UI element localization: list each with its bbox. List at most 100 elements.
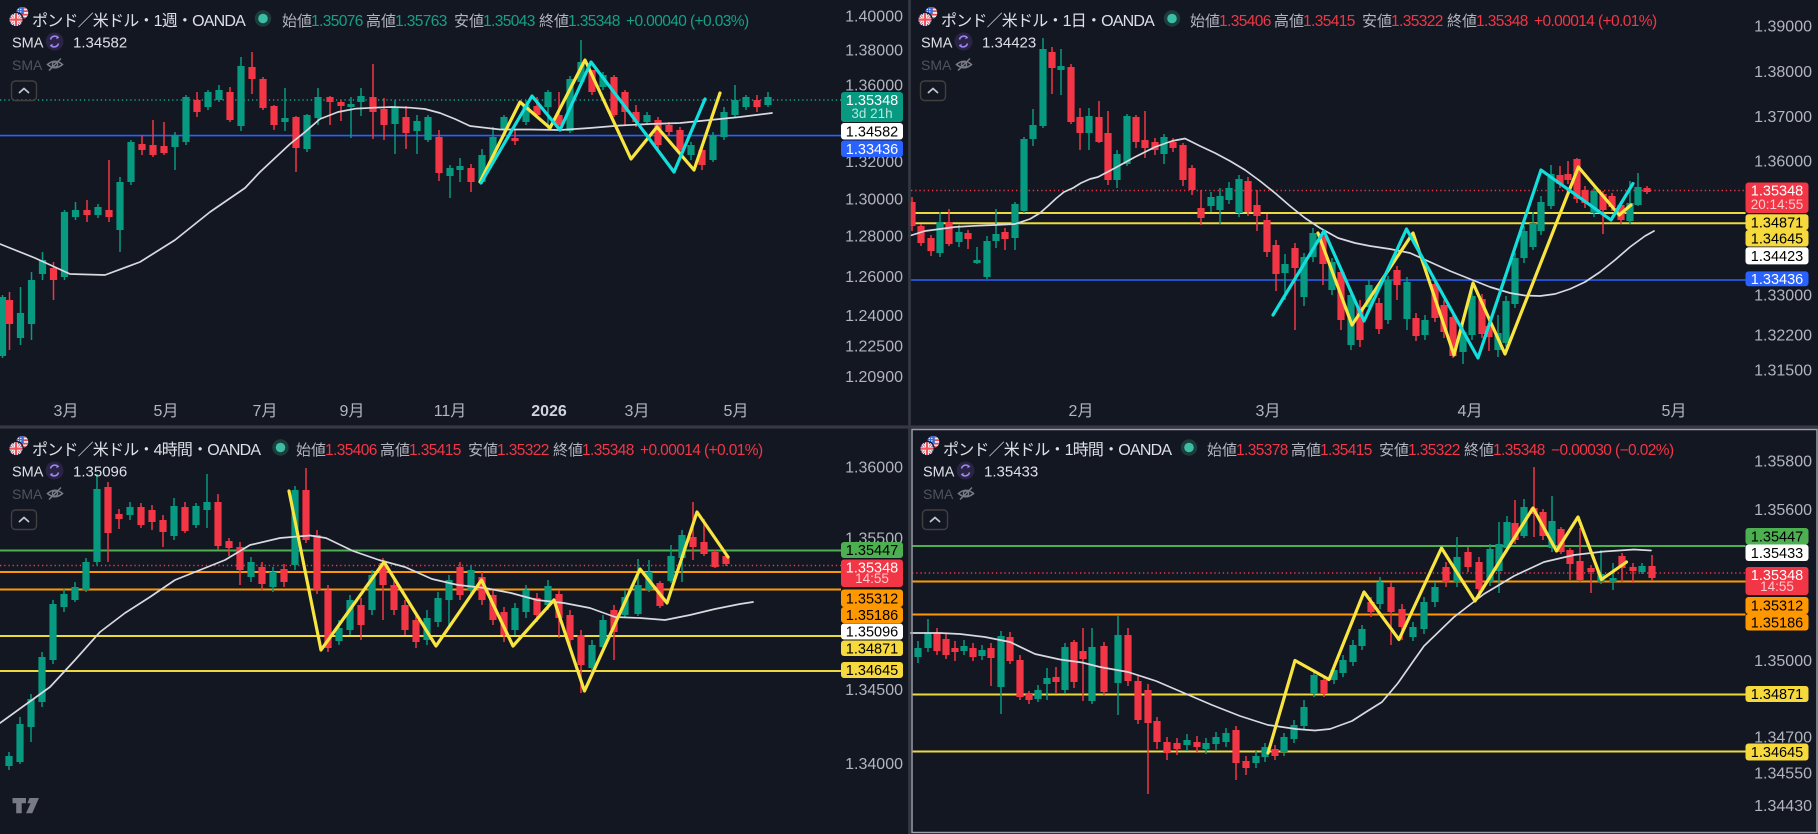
svg-text:高値: 高値 [1274, 13, 1304, 30]
svg-text:1.35415: 1.35415 [1320, 442, 1372, 459]
svg-text:1.24000: 1.24000 [845, 308, 903, 325]
svg-text:終値: 終値 [1464, 442, 1494, 459]
svg-text:14:55: 14:55 [1760, 579, 1794, 594]
svg-text:始値: 始値 [1207, 442, 1237, 459]
svg-text:1.35000: 1.35000 [1754, 653, 1812, 670]
svg-text:SMA: SMA [921, 36, 953, 52]
svg-text:1.35348: 1.35348 [1493, 442, 1545, 459]
svg-text:1.36000: 1.36000 [1754, 154, 1812, 171]
svg-text:始値: 始値 [282, 13, 312, 30]
svg-text:1.35406: 1.35406 [325, 442, 377, 459]
svg-text:高値: 高値 [380, 442, 410, 459]
svg-text:1.35043: 1.35043 [483, 13, 535, 30]
svg-text:終値: 終値 [553, 442, 583, 459]
svg-text:1.35348: 1.35348 [1751, 568, 1803, 584]
svg-text:1.34550: 1.34550 [1754, 766, 1812, 783]
svg-text:ポンド／米ドル・1日・OANDA: ポンド／米ドル・1日・OANDA [941, 12, 1155, 30]
svg-text:7月: 7月 [253, 403, 278, 420]
svg-text:ポンド／米ドル・1時間・OANDA: ポンド／米ドル・1時間・OANDA [943, 441, 1172, 459]
svg-text:5月: 5月 [1662, 403, 1687, 420]
svg-text:1.35312: 1.35312 [846, 592, 898, 608]
svg-text:1.35096: 1.35096 [73, 464, 127, 481]
svg-text:安値: 安値 [454, 13, 484, 30]
svg-text:安値: 安値 [1379, 442, 1409, 459]
svg-text:20:14:55: 20:14:55 [1751, 197, 1804, 212]
svg-text:SMA: SMA [12, 465, 44, 481]
svg-text:1.36000: 1.36000 [845, 460, 903, 477]
svg-text:1.35312: 1.35312 [1751, 599, 1803, 615]
svg-text:ポンド／米ドル・1週・OANDA: ポンド／米ドル・1週・OANDA [32, 12, 246, 30]
svg-text:1.35800: 1.35800 [1754, 454, 1812, 471]
svg-text:1.34700: 1.34700 [1754, 730, 1812, 747]
svg-text:安値: 安値 [1362, 13, 1392, 30]
svg-text:1.34871: 1.34871 [846, 642, 898, 658]
svg-text:−0.00030 (−0.02%): −0.00030 (−0.02%) [1551, 442, 1674, 459]
svg-text:高値: 高値 [1291, 442, 1321, 459]
svg-text:1.34645: 1.34645 [846, 663, 898, 679]
svg-text:1.26000: 1.26000 [845, 269, 903, 286]
svg-text:2月: 2月 [1069, 403, 1094, 420]
svg-text:+0.00014 (+0.01%): +0.00014 (+0.01%) [640, 442, 763, 459]
svg-text:1.38000: 1.38000 [1754, 64, 1812, 81]
svg-text:1.35348: 1.35348 [582, 442, 634, 459]
svg-text:1.35348: 1.35348 [1751, 184, 1803, 200]
svg-text:1.36000: 1.36000 [845, 78, 903, 95]
svg-text:始値: 始値 [1190, 13, 1220, 30]
svg-text:1.35096: 1.35096 [846, 625, 898, 641]
svg-text:1.38000: 1.38000 [845, 43, 903, 60]
svg-text:SMA: SMA [12, 486, 43, 502]
svg-text:1.35415: 1.35415 [409, 442, 461, 459]
svg-text:1.32000: 1.32000 [845, 154, 903, 171]
svg-text:安値: 安値 [468, 442, 498, 459]
svg-text:3月: 3月 [625, 403, 650, 420]
svg-text:1.34645: 1.34645 [1751, 231, 1803, 247]
svg-text:1.35447: 1.35447 [1751, 530, 1803, 546]
svg-text:1.35348: 1.35348 [846, 93, 898, 109]
svg-text:1.35322: 1.35322 [1408, 442, 1460, 459]
svg-text:1.31500: 1.31500 [1754, 363, 1812, 380]
svg-text:1.34871: 1.34871 [1751, 687, 1803, 703]
svg-text:1.35186: 1.35186 [846, 608, 898, 624]
svg-text:1.35763: 1.35763 [395, 13, 447, 30]
svg-text:1.35076: 1.35076 [311, 13, 363, 30]
svg-text:1.32200: 1.32200 [1754, 328, 1812, 345]
svg-text:1.35447: 1.35447 [846, 543, 898, 559]
svg-text:1.39000: 1.39000 [1754, 19, 1812, 36]
svg-text:1.34430: 1.34430 [1754, 798, 1812, 815]
svg-text:1.34423: 1.34423 [982, 35, 1036, 52]
svg-text:2026: 2026 [531, 403, 567, 420]
svg-text:1.34582: 1.34582 [73, 35, 127, 52]
svg-text:1.34500: 1.34500 [845, 682, 903, 699]
svg-text:1.20900: 1.20900 [845, 369, 903, 386]
svg-text:高値: 高値 [366, 13, 396, 30]
svg-text:9月: 9月 [340, 403, 365, 420]
svg-text:ポンド／米ドル・4時間・OANDA: ポンド／米ドル・4時間・OANDA [32, 441, 261, 459]
svg-text:1.35415: 1.35415 [1303, 13, 1355, 30]
svg-text:1.33000: 1.33000 [1754, 288, 1812, 305]
svg-text:3月: 3月 [54, 403, 79, 420]
svg-text:3月: 3月 [1256, 403, 1281, 420]
svg-text:1.34645: 1.34645 [1751, 745, 1803, 761]
svg-text:+0.00014 (+0.01%): +0.00014 (+0.01%) [1534, 13, 1657, 30]
svg-text:終値: 終値 [539, 13, 569, 30]
svg-text:始値: 始値 [296, 442, 326, 459]
svg-text:11月: 11月 [434, 403, 467, 420]
svg-text:1.35186: 1.35186 [1751, 616, 1803, 632]
svg-text:1.35433: 1.35433 [984, 464, 1038, 481]
svg-text:1.34871: 1.34871 [1751, 215, 1803, 231]
svg-text:1.35322: 1.35322 [1391, 13, 1443, 30]
svg-text:1.34000: 1.34000 [845, 756, 903, 773]
svg-text:1.30000: 1.30000 [845, 192, 903, 209]
svg-text:終値: 終値 [1447, 13, 1477, 30]
svg-text:+0.00040 (+0.03%): +0.00040 (+0.03%) [626, 13, 749, 30]
svg-text:SMA: SMA [921, 57, 952, 73]
svg-text:5月: 5月 [724, 403, 749, 420]
svg-text:SMA: SMA [923, 465, 955, 481]
svg-text:1.33436: 1.33436 [1751, 272, 1803, 288]
svg-text:1.35348: 1.35348 [846, 561, 898, 577]
svg-text:1.22500: 1.22500 [845, 339, 903, 356]
svg-text:1.35348: 1.35348 [568, 13, 620, 30]
svg-text:5月: 5月 [154, 403, 179, 420]
svg-text:14:55: 14:55 [855, 571, 889, 586]
svg-text:1.35433: 1.35433 [1751, 546, 1803, 562]
